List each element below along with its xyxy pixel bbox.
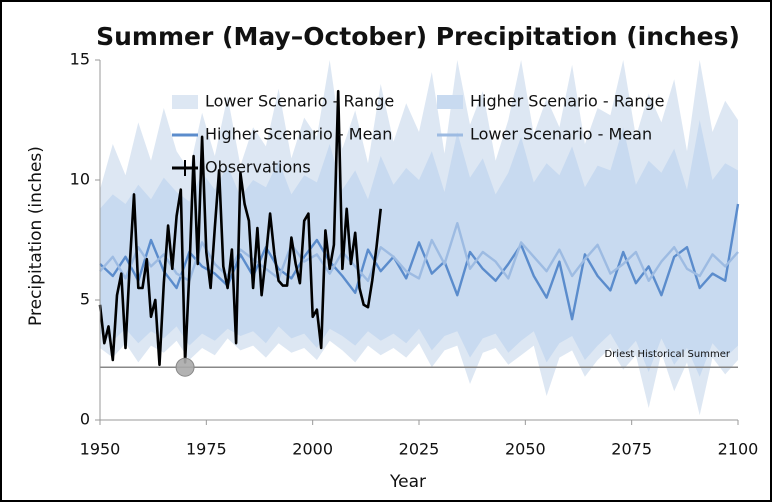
x-axis-label: Year <box>389 472 426 492</box>
legend-swatch <box>437 95 463 109</box>
y-tick-label: 0 <box>80 410 90 429</box>
annotation-text: Driest Historical Summer <box>604 349 730 360</box>
x-tick-label: 2050 <box>505 440 546 459</box>
y-tick-label: 5 <box>80 290 90 309</box>
x-tick-label: 1975 <box>186 440 227 459</box>
legend-label: Observations <box>205 158 311 177</box>
x-tick-label: 2000 <box>292 440 333 459</box>
annotation-marker <box>175 357 195 377</box>
x-tick-label: 2025 <box>399 440 440 459</box>
legend-label: Lower Scenario - Range <box>205 92 394 111</box>
range-band <box>100 120 738 377</box>
legend-label: Higher Scenario - Mean <box>205 125 392 144</box>
x-tick-label: 2075 <box>611 440 652 459</box>
series-line <box>99 203 740 321</box>
legend-label: Lower Scenario - Mean <box>470 125 652 144</box>
chart-title: Summer (May–October) Precipitation (inch… <box>96 22 740 51</box>
y-axis-label: Precipitation (inches) <box>26 146 46 326</box>
series-line <box>98 89 382 367</box>
y-tick-label: 10 <box>70 170 90 189</box>
x-tick-label: 1950 <box>80 440 121 459</box>
legend-swatch <box>172 95 198 109</box>
legend-label: Higher Scenario - Range <box>470 92 665 111</box>
y-tick-label: 15 <box>70 50 90 69</box>
x-tick-label: 2100 <box>718 440 759 459</box>
